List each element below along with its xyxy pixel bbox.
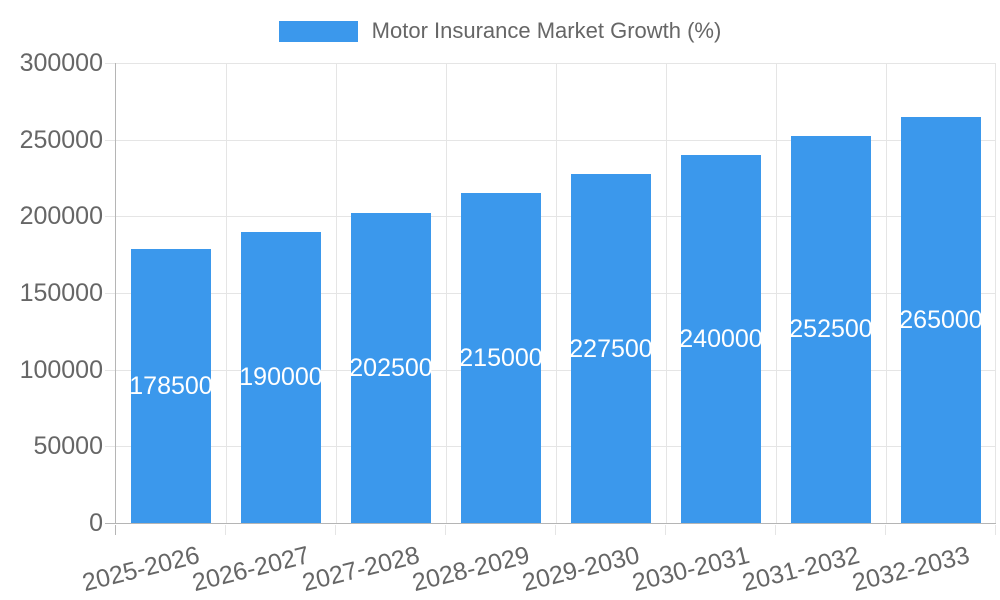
x-axis-label: 2029-2030 — [519, 541, 643, 598]
x-axis-tick — [115, 525, 116, 535]
vertical-gridline — [336, 63, 337, 523]
y-axis-label: 250000 — [19, 125, 103, 154]
bar[interactable] — [461, 193, 541, 523]
x-axis-tick — [995, 525, 996, 535]
vertical-gridline — [556, 63, 557, 523]
y-axis-label: 150000 — [19, 279, 103, 307]
x-axis-tick — [335, 525, 336, 535]
x-axis-label: 2025-2026 — [79, 541, 203, 598]
y-axis-label: 0 — [89, 509, 103, 537]
y-axis-tick — [105, 523, 115, 524]
y-axis-tick — [105, 216, 115, 218]
legend-swatch-icon — [278, 20, 358, 42]
vertical-gridline — [776, 63, 777, 523]
x-axis-label: 2028-2029 — [409, 541, 533, 598]
x-axis-tick — [775, 525, 776, 535]
x-axis-tick — [555, 525, 556, 535]
vertical-gridline — [995, 63, 996, 523]
vertical-gridline — [446, 63, 447, 523]
x-axis-label: 2031-2032 — [739, 541, 863, 598]
y-axis-label: 300000 — [19, 49, 103, 77]
bar[interactable] — [681, 155, 761, 523]
x-axis-tick — [665, 525, 666, 535]
bar[interactable] — [571, 174, 651, 523]
bar[interactable] — [351, 212, 431, 523]
x-axis-label: 2026-2027 — [189, 541, 313, 598]
bar[interactable] — [131, 249, 211, 523]
x-axis-tick — [445, 525, 446, 535]
y-axis-label: 200000 — [19, 202, 103, 231]
legend-label: Motor Insurance Market Growth (%) — [371, 18, 722, 43]
x-axis-label: 2030-2031 — [629, 541, 753, 598]
y-axis-tick — [105, 293, 115, 294]
y-axis-label: 50000 — [33, 432, 103, 461]
vertical-gridline — [666, 63, 667, 523]
bar[interactable] — [901, 116, 981, 523]
x-axis-tick — [225, 525, 226, 535]
bar[interactable] — [791, 135, 871, 523]
y-axis-tick — [105, 446, 115, 448]
plot-area: 178500 190000 202500 215000 227500 240000 2525… — [115, 63, 996, 524]
vertical-gridline — [226, 63, 227, 523]
vertical-gridline — [886, 63, 887, 523]
legend-item[interactable]: Motor Insurance Market Growth (%) — [0, 16, 1000, 46]
y-axis-tick — [105, 139, 115, 141]
y-axis-label: 100000 — [19, 355, 103, 384]
x-axis-tick — [885, 525, 886, 535]
x-axis-label: 2032-2033 — [849, 541, 973, 598]
bar[interactable] — [241, 231, 321, 523]
x-axis-label: 2027-2028 — [299, 541, 423, 598]
y-axis-tick — [105, 369, 115, 371]
y-axis-tick — [105, 63, 115, 64]
